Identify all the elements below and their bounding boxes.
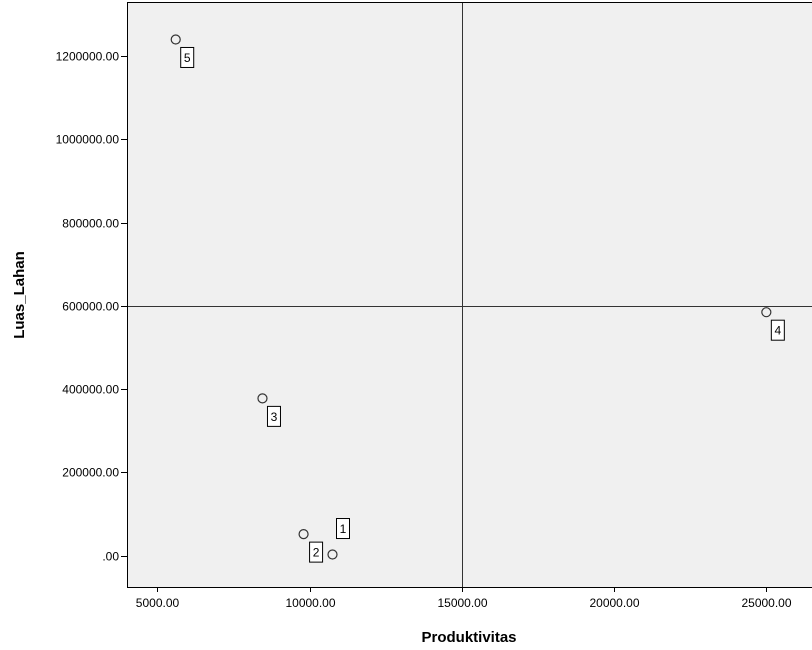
x-tick-label: 20000.00 (589, 596, 639, 610)
point-label: 2 (313, 546, 320, 560)
point-label: 3 (271, 410, 278, 424)
y-tick-label: 400000.00 (62, 383, 119, 397)
point-label: 5 (184, 51, 191, 65)
point-label: 4 (774, 324, 781, 338)
x-tick-label: 15000.00 (437, 596, 487, 610)
y-tick-label: 800000.00 (62, 217, 119, 231)
x-tick-label: 5000.00 (136, 596, 180, 610)
x-axis-title: Produktivitas (421, 629, 516, 646)
point-label-box (180, 46, 195, 68)
scatter-point (298, 529, 309, 540)
x-tick-label: 25000.00 (741, 596, 791, 610)
y-tick-label: 1000000.00 (56, 133, 120, 147)
y-tick-label: .00 (102, 550, 119, 564)
plot-area (127, 2, 812, 587)
y-tick-label: 200000.00 (62, 466, 119, 480)
point-label: 1 (340, 522, 347, 536)
scatter-point (327, 549, 338, 560)
y-tick-label: 600000.00 (62, 300, 119, 314)
x-tick-label: 10000.00 (285, 596, 335, 610)
point-label-box (309, 541, 324, 563)
scatter-point (257, 393, 268, 404)
y-tick-label: 1200000.00 (56, 50, 120, 64)
y-axis-title: Luas_Lahan (11, 251, 28, 339)
point-label-box (336, 518, 350, 540)
scatter-point (761, 307, 772, 318)
point-label-box (770, 319, 785, 341)
point-label-box (266, 405, 281, 427)
scatter-point (170, 34, 181, 45)
